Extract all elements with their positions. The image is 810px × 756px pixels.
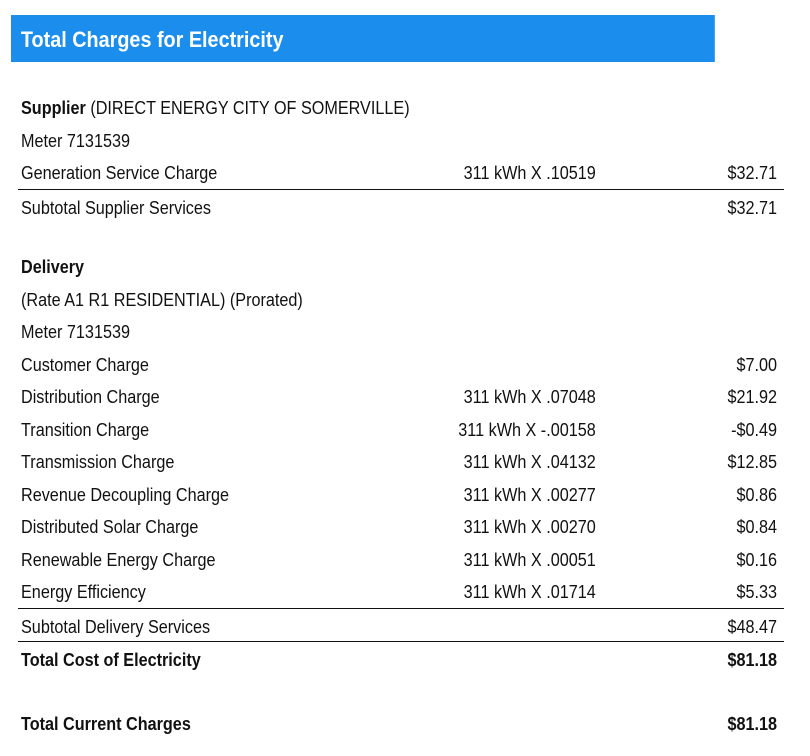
delivery-subtotal-row: Subtotal Delivery Services $48.47	[21, 611, 777, 643]
delivery-rate: (Rate A1 R1 RESIDENTIAL) (Prorated)	[21, 290, 303, 310]
supplier-name: (DIRECT ENERGY CITY OF SOMERVILLE)	[85, 98, 410, 118]
divider	[18, 641, 784, 642]
supplier-meter: Meter 7131539	[21, 131, 130, 151]
delivery-heading-row: Delivery	[21, 251, 777, 283]
line-item-amount: $0.84	[736, 517, 777, 537]
total-current-row: Total Current Charges $81.18	[21, 708, 777, 740]
line-item-calc: 311 kWh X .00270	[463, 517, 596, 537]
line-item-transmission: Transmission Charge 311 kWh X .04132 $12…	[21, 446, 777, 478]
line-item-energy-efficiency: Energy Efficiency 311 kWh X .01714 $5.33	[21, 576, 777, 608]
subtotal-amount: $32.71	[727, 198, 777, 218]
subtotal-amount: $48.47	[727, 617, 777, 637]
line-item-calc: 311 kWh X .04132	[463, 452, 596, 472]
delivery-heading: Delivery	[21, 257, 85, 277]
line-item-label: Renewable Energy Charge	[21, 550, 216, 570]
delivery-meter-row: Meter 7131539	[21, 316, 777, 348]
divider	[18, 189, 784, 190]
total-cost-amount: $81.18	[727, 650, 777, 670]
supplier-heading-row: Supplier (DIRECT ENERGY CITY OF SOMERVIL…	[21, 92, 777, 124]
line-item-label: Revenue Decoupling Charge	[21, 485, 230, 505]
line-item-label: Transmission Charge	[21, 452, 175, 472]
line-item-amount: $5.33	[736, 582, 777, 602]
line-item-generation: Generation Service Charge 311 kWh X .105…	[21, 157, 777, 189]
line-item-amount: $0.16	[736, 550, 777, 570]
line-item-renewable-energy: Renewable Energy Charge 311 kWh X .00051…	[21, 544, 777, 576]
line-item-amount: $7.00	[736, 355, 777, 375]
line-item-label: Generation Service Charge	[21, 163, 218, 183]
line-item-customer: Customer Charge $7.00	[21, 349, 777, 381]
line-item-calc: 311 kWh X .01714	[463, 582, 596, 602]
line-item-amount: $0.86	[736, 485, 777, 505]
line-item-calc: 311 kWh X .10519	[463, 163, 596, 183]
section-header: Total Charges for Electricity	[11, 15, 715, 62]
total-cost-label: Total Cost of Electricity	[21, 650, 201, 670]
line-item-transition: Transition Charge 311 kWh X -.00158 -$0.…	[21, 414, 777, 446]
line-item-label: Transition Charge	[21, 420, 150, 440]
line-item-calc: 311 kWh X .07048	[463, 387, 596, 407]
divider	[18, 608, 784, 609]
supplier-meter-row: Meter 7131539	[21, 125, 777, 157]
supplier-heading: Supplier	[21, 98, 86, 118]
line-item-label: Distribution Charge	[21, 387, 160, 407]
line-item-calc: 311 kWh X -.00158	[458, 420, 596, 440]
line-item-revenue-decoupling: Revenue Decoupling Charge 311 kWh X .002…	[21, 479, 777, 511]
line-item-label: Energy Efficiency	[21, 582, 146, 602]
total-current-label: Total Current Charges	[21, 714, 191, 734]
line-item-calc: 311 kWh X .00051	[463, 550, 596, 570]
delivery-meter: Meter 7131539	[21, 322, 130, 342]
line-item-distributed-solar: Distributed Solar Charge 311 kWh X .0027…	[21, 511, 777, 543]
subtotal-label: Subtotal Delivery Services	[21, 617, 211, 637]
line-item-label: Customer Charge	[21, 355, 149, 375]
supplier-subtotal-row: Subtotal Supplier Services $32.71	[21, 192, 777, 224]
line-item-amount: $32.71	[727, 163, 777, 183]
total-current-amount: $81.18	[727, 714, 777, 734]
subtotal-label: Subtotal Supplier Services	[21, 198, 212, 218]
line-item-distribution: Distribution Charge 311 kWh X .07048 $21…	[21, 381, 777, 413]
line-item-label: Distributed Solar Charge	[21, 517, 199, 537]
delivery-rate-row: (Rate A1 R1 RESIDENTIAL) (Prorated)	[21, 284, 777, 316]
line-item-amount: -$0.49	[731, 420, 777, 440]
line-item-amount: $21.92	[727, 387, 777, 407]
total-cost-row: Total Cost of Electricity $81.18	[21, 644, 777, 676]
line-item-amount: $12.85	[727, 452, 777, 472]
line-item-calc: 311 kWh X .00277	[463, 485, 596, 505]
